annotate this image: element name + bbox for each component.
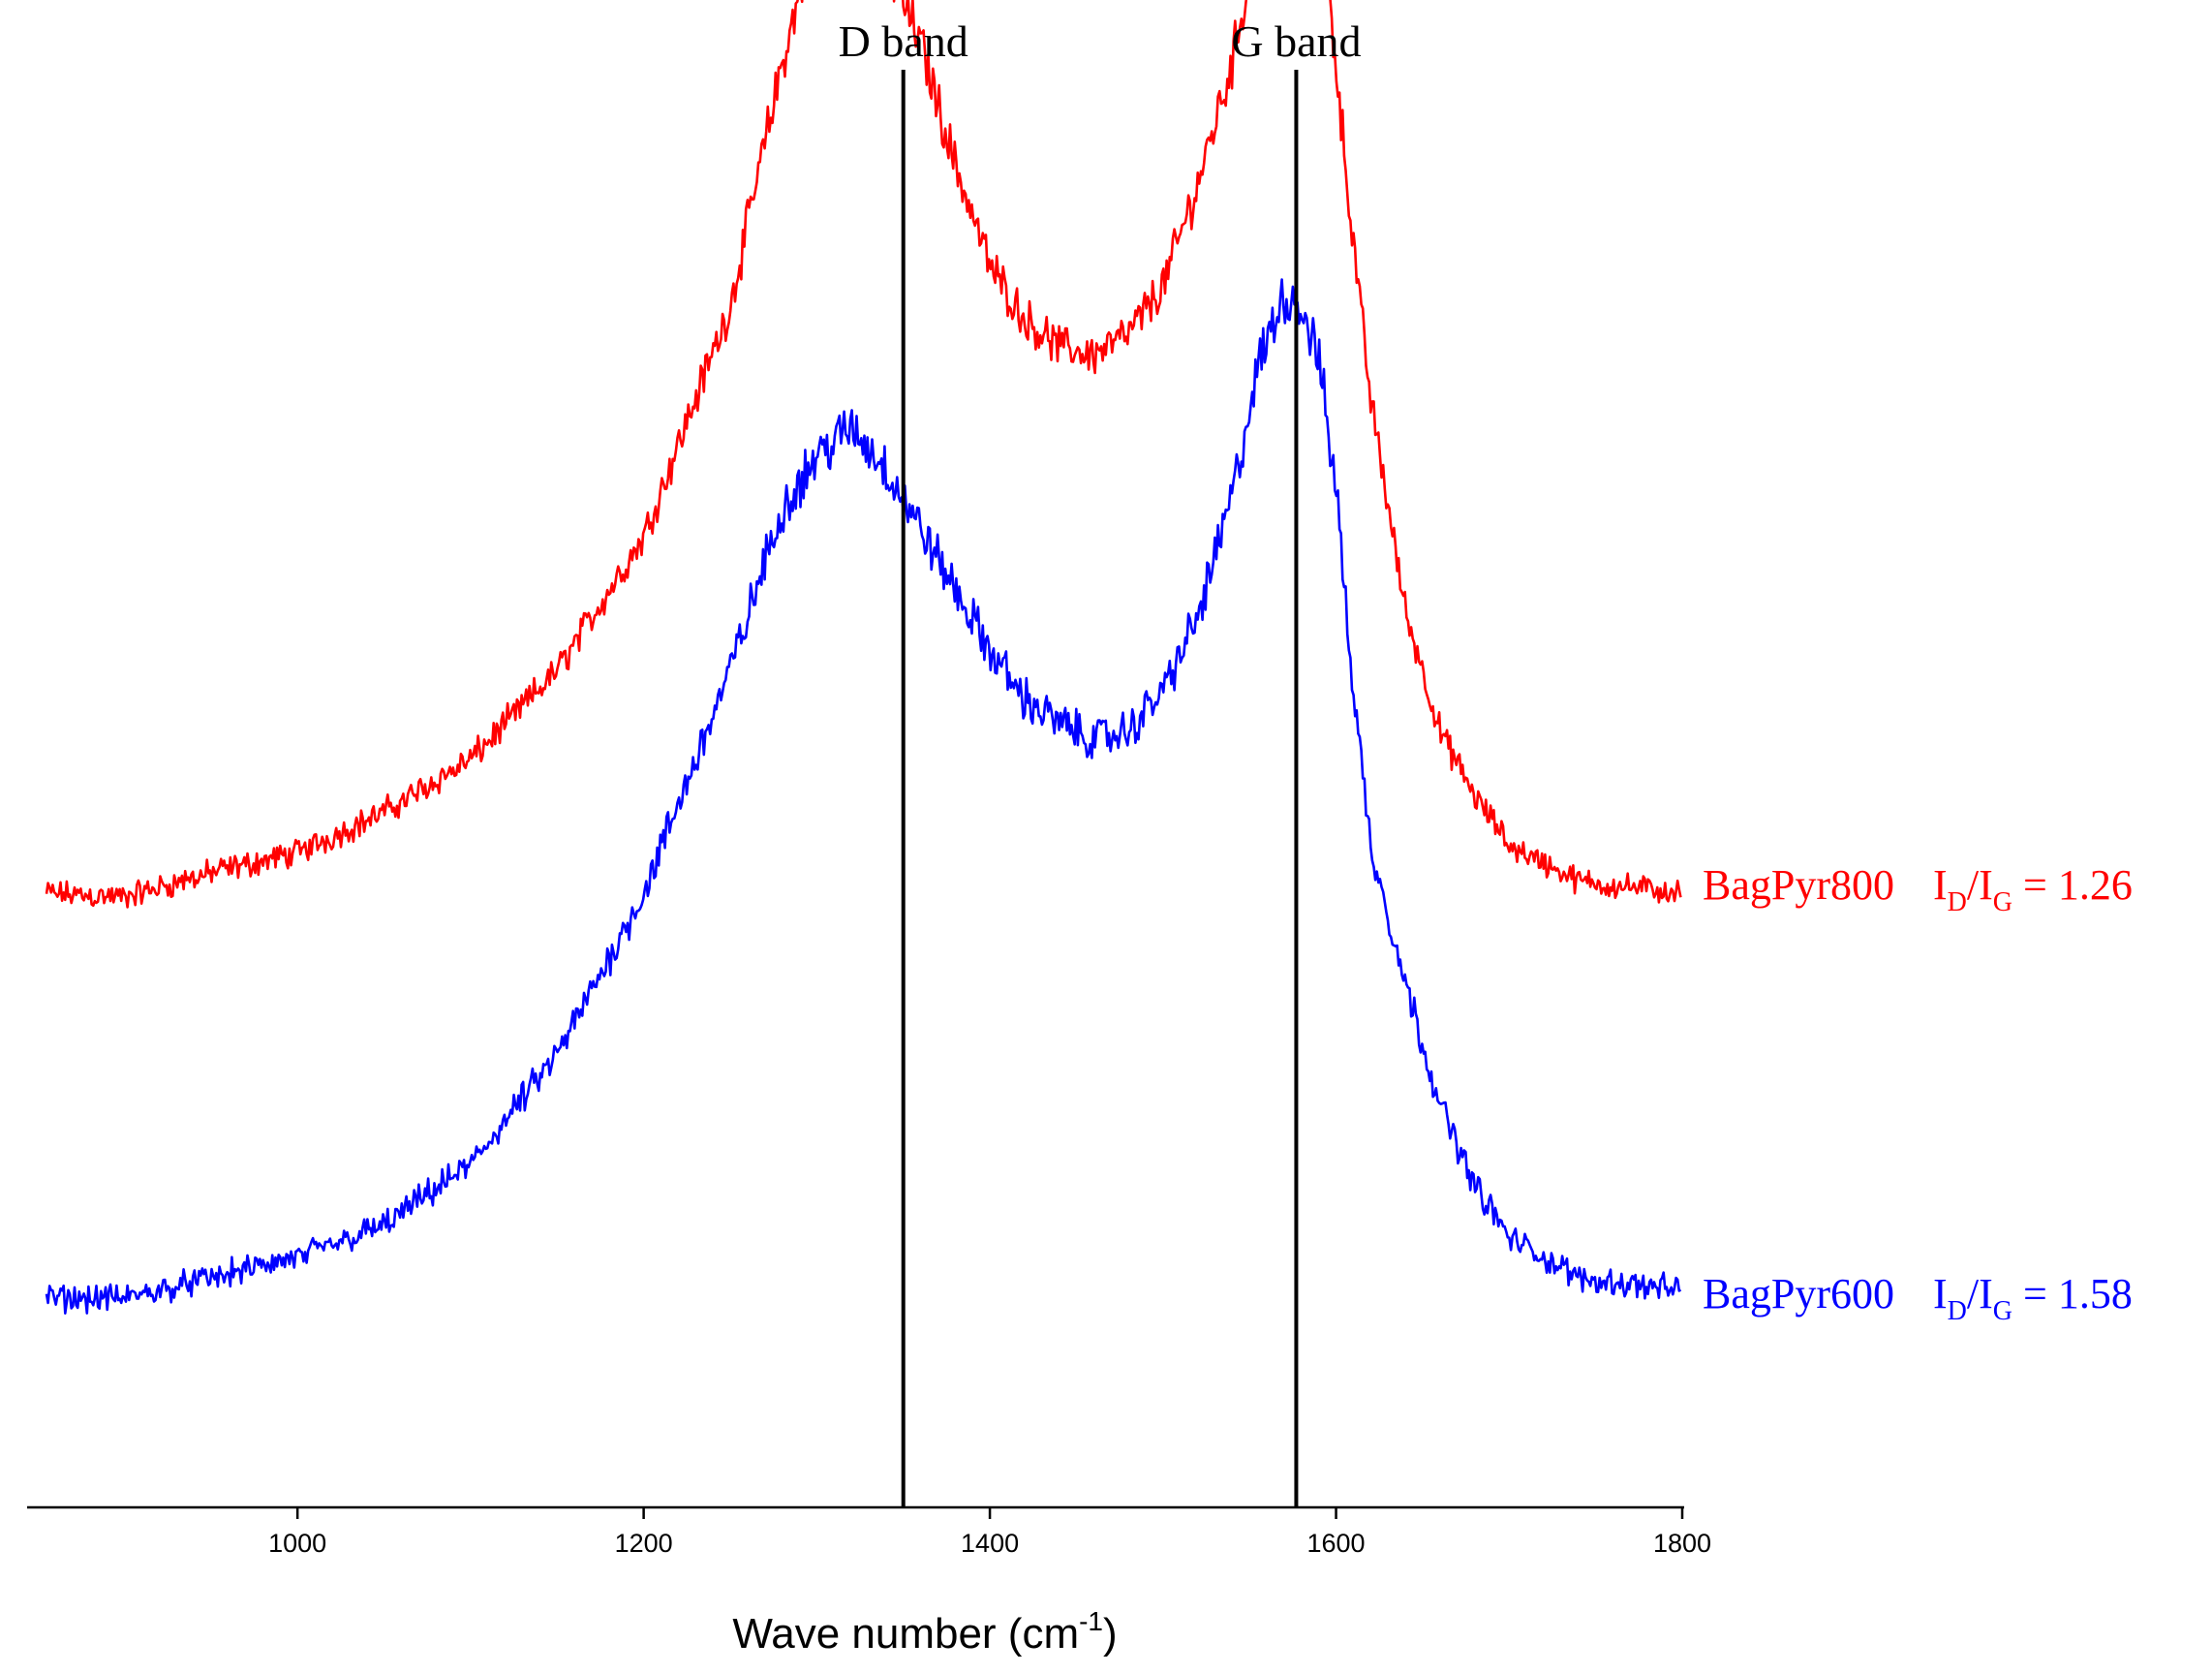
series-line-bagpyr600 <box>45 278 1682 1315</box>
x-axis-title: Wave number (cm-1) <box>732 1606 1117 1658</box>
x-axis-title-close: ) <box>1103 1610 1118 1658</box>
series-line-bagpyr800 <box>45 0 1682 909</box>
legend-bagpyr800-value: = 1.26 <box>2012 861 2133 909</box>
legend-bagpyr800-sub-d: D <box>1948 887 1967 917</box>
legend-bagpyr600-slash: /I <box>1967 1270 1993 1318</box>
legend-bagpyr600-sub-d: D <box>1948 1296 1967 1326</box>
legend-bagpyr600-value: = 1.58 <box>2012 1270 2133 1318</box>
legend-bagpyr600-name: BagPyr600 <box>1703 1270 1894 1318</box>
reference-label-d-band: D band <box>839 16 968 66</box>
x-tick-label: 1600 <box>1307 1529 1366 1558</box>
x-axis-title-exponent: -1 <box>1079 1606 1103 1636</box>
series-layer <box>45 0 1682 1315</box>
x-tick-label: 1800 <box>1653 1529 1711 1558</box>
x-axis: 1000 1200 1400 1600 1800 <box>27 1505 1711 1558</box>
legend-bagpyr800-name: BagPyr800 <box>1703 861 1894 909</box>
legend-bagpyr600-ratio: I <box>1933 1270 1948 1318</box>
reference-lines: D band G band <box>839 16 1362 1507</box>
legend-bagpyr800: BagPyr800 ID/IG = 1.26 <box>1703 861 2133 917</box>
x-tick-label: 1200 <box>615 1529 673 1558</box>
x-tick-label: 1000 <box>268 1529 326 1558</box>
x-axis-title-main: Wave number (cm <box>732 1610 1079 1658</box>
reference-label-g-band: G band <box>1231 16 1361 66</box>
legend-bagpyr600-sub-g: G <box>1993 1296 2012 1326</box>
legend-bagpyr800-sub-g: G <box>1993 887 2012 917</box>
legend-bagpyr800-ratio: I <box>1933 861 1948 909</box>
legend-bagpyr600: BagPyr600 ID/IG = 1.58 <box>1703 1270 2133 1326</box>
legend-bagpyr800-slash: /I <box>1967 861 1993 909</box>
x-tick-label: 1400 <box>961 1529 1019 1558</box>
